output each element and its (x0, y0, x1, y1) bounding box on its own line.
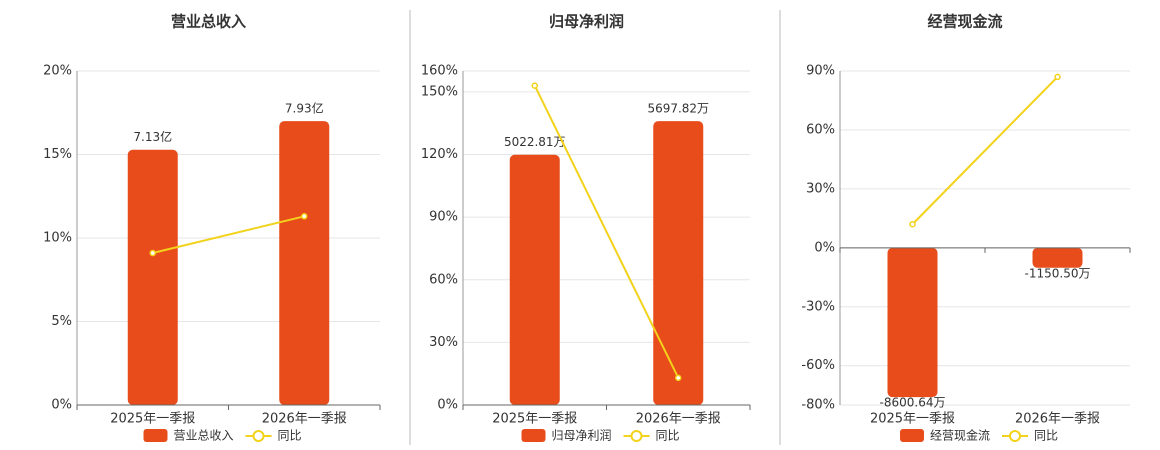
legend-swatch (630, 430, 643, 442)
line (911, 76, 1059, 225)
legend-label: 同比 (1034, 429, 1058, 443)
legend-swatch (143, 429, 168, 442)
bar (127, 149, 178, 405)
y-tick-label: -80% (801, 398, 835, 413)
x-tick-label: 2025年一季报 (870, 412, 955, 427)
line (533, 85, 680, 379)
x-tick-label: 2025年一季报 (492, 412, 577, 427)
data-label: 5697.82万 (647, 102, 709, 116)
y-tick-label: 90% (806, 64, 835, 79)
y-tick-label: 0% (437, 398, 458, 413)
x-tick-label: 2026年一季报 (1015, 412, 1100, 427)
chart-title: 经营现金流 (927, 13, 1002, 31)
x-tick-label: 2026年一季报 (262, 412, 347, 427)
legend-swatch (1009, 430, 1021, 442)
bar (887, 247, 938, 398)
y-tick-label: -60% (801, 358, 835, 373)
legend-label: 同比 (278, 429, 302, 443)
data-label: 5022.81万 (504, 135, 566, 149)
y-tick-label: 20% (43, 64, 72, 79)
y-tick-label: 120% (421, 147, 458, 162)
line-point (149, 249, 156, 257)
y-tick-label: 30% (806, 181, 835, 196)
y-tick-label: 15% (43, 147, 72, 162)
y-tick-label: 0% (51, 398, 72, 413)
legend-label: 同比 (656, 429, 680, 443)
x-tick-label: 2025年一季报 (110, 412, 195, 427)
legend-swatch (252, 430, 265, 442)
y-tick-label: 10% (43, 231, 72, 246)
y-tick-label: 30% (429, 335, 458, 350)
data-label: 7.13亿 (133, 129, 172, 144)
bar (653, 121, 704, 405)
legend-label: 营业总收入 (174, 429, 234, 443)
legend-swatch (521, 429, 546, 442)
legend-swatch (900, 429, 924, 442)
bar (1032, 247, 1083, 268)
y-tick-label: 0% (814, 240, 835, 255)
line-point (301, 213, 308, 220)
line-point (909, 220, 916, 228)
data-label: 7.93亿 (285, 101, 324, 116)
y-tick-label: 90% (429, 210, 458, 225)
data-label: -1150.50万 (1025, 266, 1091, 280)
bar (279, 121, 330, 405)
line-point (531, 82, 538, 89)
chart-title: 归母净利润 (549, 13, 624, 31)
line (152, 215, 305, 255)
legend-label: 归母净利润 (552, 429, 612, 443)
line-point (1054, 73, 1061, 81)
data-label: -8600.64万 (880, 396, 946, 410)
y-tick-label: 60% (806, 122, 835, 137)
y-tick-label: 150% (421, 84, 458, 99)
bar (509, 154, 560, 405)
y-tick-label: 5% (51, 314, 72, 329)
chart-title: 营业总收入 (171, 13, 246, 31)
line-point (675, 374, 682, 382)
y-tick-label: 60% (429, 272, 458, 287)
x-tick-label: 2026年一季报 (636, 412, 721, 427)
legend-label: 经营现金流 (930, 428, 990, 443)
y-tick-label: -30% (801, 299, 835, 314)
y-tick-label: 160% (421, 64, 458, 79)
